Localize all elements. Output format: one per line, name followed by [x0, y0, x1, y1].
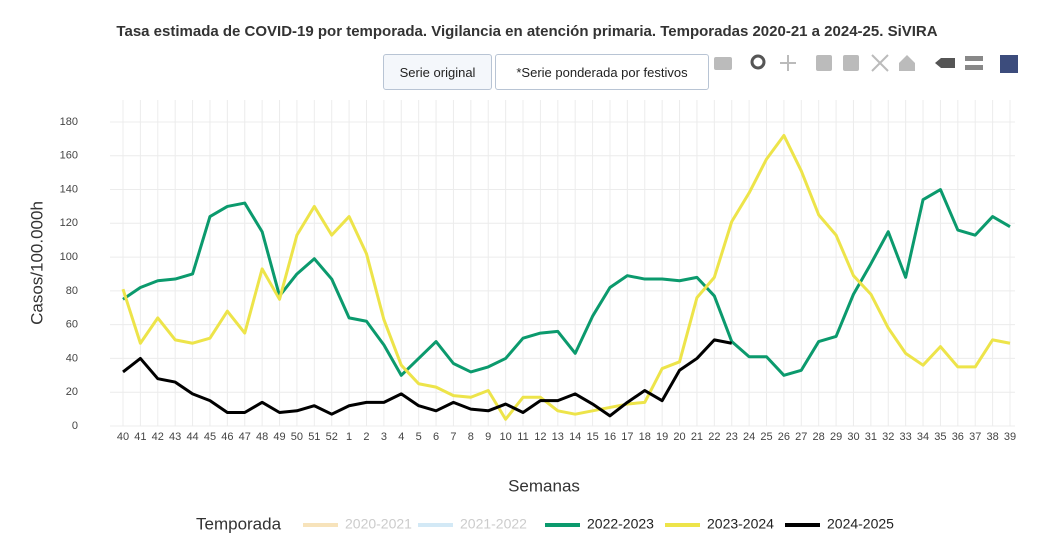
y-tick-label: 0 — [72, 420, 78, 432]
hover-compare-icon[interactable] — [965, 65, 983, 70]
x-tick-label: 6 — [433, 431, 439, 443]
pan-icon[interactable] — [780, 55, 796, 71]
y-tick-label: 20 — [66, 386, 78, 398]
x-tick-label: 43 — [169, 431, 181, 443]
series-line — [121, 133, 1011, 421]
x-tick-label: 19 — [656, 431, 668, 443]
legend-label[interactable]: 2022-2023 — [587, 516, 654, 532]
x-tick-label: 52 — [326, 431, 338, 443]
legend-label[interactable]: 2023-2024 — [707, 516, 774, 532]
series-line — [122, 188, 1011, 377]
chart-title: Tasa estimada de COVID-19 por temporada.… — [116, 23, 937, 40]
x-tick-label: 3 — [381, 431, 387, 443]
x-tick-label: 21 — [691, 431, 703, 443]
x-tick-label: 48 — [256, 431, 268, 443]
x-tick-label: 7 — [450, 431, 456, 443]
x-tick-label: 2 — [363, 431, 369, 443]
y-axis-label: Casos/100.000h — [27, 201, 46, 325]
zoom-out-icon[interactable] — [843, 55, 859, 71]
x-tick-label: 50 — [291, 431, 303, 443]
legend-label[interactable]: 2020-2021 — [345, 516, 412, 532]
x-tick-label: 27 — [795, 431, 807, 443]
camera-icon[interactable] — [714, 57, 732, 70]
x-tick-label: 23 — [726, 431, 738, 443]
x-tick-label: 1 — [346, 431, 352, 443]
x-tick-label: 32 — [882, 431, 894, 443]
plotly-logo[interactable] — [1000, 55, 1018, 73]
x-tick-label: 20 — [673, 431, 685, 443]
x-tick-label: 28 — [813, 431, 825, 443]
y-tick-label: 140 — [60, 183, 78, 195]
x-tick-label: 51 — [308, 431, 320, 443]
x-tick-label: 41 — [134, 431, 146, 443]
x-tick-label: 33 — [900, 431, 912, 443]
x-tick-label: 38 — [986, 431, 998, 443]
y-tick-label: 100 — [60, 251, 78, 263]
grid — [110, 100, 1015, 427]
x-tick-label: 45 — [204, 431, 216, 443]
x-tick-label: 46 — [221, 431, 233, 443]
x-tick-label: 4 — [398, 431, 404, 443]
x-tick-label: 39 — [1004, 431, 1016, 443]
y-tick-label: 160 — [60, 150, 78, 162]
x-tick-label: 29 — [830, 431, 842, 443]
x-tick-label: 11 — [517, 431, 528, 443]
spike-icon[interactable] — [935, 58, 955, 68]
x-tick-label: 31 — [865, 431, 877, 443]
x-tick-label: 49 — [273, 431, 285, 443]
x-tick-label: 12 — [534, 431, 546, 443]
x-tick-label: 26 — [778, 431, 790, 443]
x-tick-label: 5 — [416, 431, 422, 443]
x-tick-label: 37 — [969, 431, 981, 443]
legend-label[interactable]: 2021-2022 — [460, 516, 527, 532]
x-tick-label: 30 — [847, 431, 859, 443]
x-tick-label: 10 — [500, 431, 512, 443]
y-tick-label: 80 — [66, 285, 78, 297]
y-tick-label: 60 — [66, 319, 78, 331]
button-original[interactable]: Serie original — [383, 54, 492, 90]
x-tick-label: 24 — [743, 431, 755, 443]
zoom-icon[interactable] — [750, 54, 766, 70]
x-tick-label: 17 — [621, 431, 633, 443]
legend-label[interactable]: 2024-2025 — [827, 516, 894, 532]
x-tick-label: 8 — [468, 431, 474, 443]
x-tick-label: 25 — [760, 431, 772, 443]
x-tick-label: 16 — [604, 431, 616, 443]
y-tick-label: 40 — [66, 352, 78, 364]
legend-title: Temporada — [196, 514, 282, 533]
x-tick-label: 22 — [708, 431, 720, 443]
x-tick-label: 18 — [639, 431, 651, 443]
button-weighted[interactable]: *Serie ponderada por festivos — [495, 54, 709, 90]
x-tick-label: 47 — [239, 431, 251, 443]
x-axis-label: Semanas — [508, 476, 580, 495]
x-tick-label: 14 — [569, 431, 581, 443]
autoscale-icon[interactable] — [871, 54, 889, 72]
reset-icon[interactable] — [899, 55, 915, 71]
toolbar — [714, 54, 1018, 73]
x-tick-label: 9 — [485, 431, 491, 443]
hover-closest-icon[interactable] — [965, 56, 983, 61]
x-tick-label: 15 — [586, 431, 598, 443]
y-tick-label: 180 — [60, 116, 78, 128]
x-tick-label: 35 — [934, 431, 946, 443]
x-tick-label: 36 — [952, 431, 964, 443]
series-line — [122, 338, 733, 418]
x-tick-label: 40 — [117, 431, 129, 443]
x-tick-label: 42 — [152, 431, 164, 443]
zoom-in-icon[interactable] — [816, 55, 832, 71]
x-tick-label: 13 — [552, 431, 564, 443]
y-tick-label: 120 — [60, 217, 78, 229]
x-tick-label: 44 — [186, 431, 198, 443]
x-tick-label: 34 — [917, 431, 929, 443]
